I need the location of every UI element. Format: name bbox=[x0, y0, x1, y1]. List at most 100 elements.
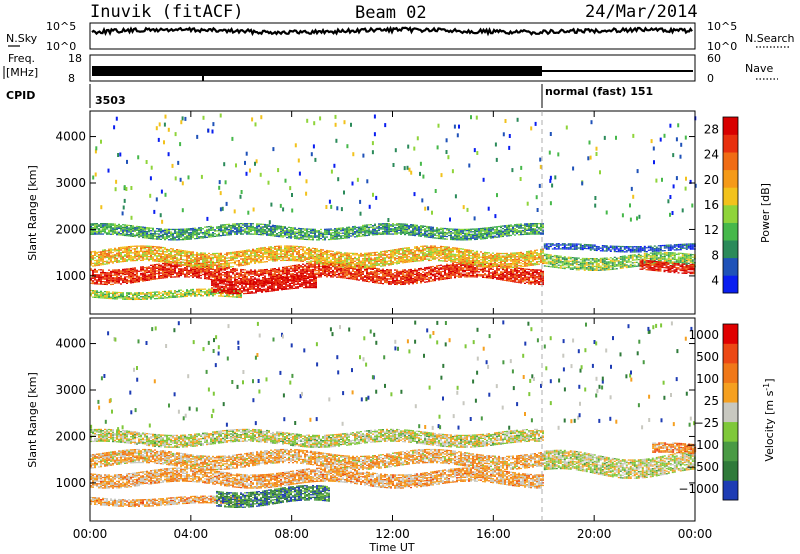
echo-cell bbox=[178, 262, 180, 264]
echo-cell bbox=[474, 260, 476, 263]
echo-cell bbox=[212, 271, 214, 273]
echo-cell bbox=[220, 231, 222, 233]
echo-cell bbox=[306, 267, 308, 269]
echo-cell bbox=[132, 278, 134, 280]
echo-cell bbox=[536, 270, 538, 272]
echo-cell bbox=[364, 252, 366, 254]
echo-cell bbox=[206, 263, 208, 265]
echo-cell bbox=[368, 256, 370, 258]
echo-cell bbox=[348, 265, 350, 267]
echo-cell bbox=[390, 260, 392, 262]
echo-cell bbox=[202, 271, 204, 273]
echo-cell bbox=[378, 256, 380, 258]
echo-cell bbox=[166, 270, 168, 272]
echo-cell bbox=[358, 265, 360, 268]
echo-cell bbox=[308, 251, 310, 253]
echo-cell bbox=[130, 252, 132, 254]
echo-cell bbox=[280, 276, 282, 278]
echo-cell bbox=[296, 272, 298, 274]
echo-cell bbox=[200, 262, 202, 264]
echo-cell bbox=[486, 277, 488, 279]
echo-cell bbox=[526, 273, 528, 276]
echo-cell bbox=[378, 252, 380, 255]
echo-cell bbox=[126, 247, 128, 249]
echo-cell bbox=[344, 274, 346, 276]
echo-cell bbox=[104, 224, 106, 226]
echo-cell bbox=[128, 251, 130, 253]
echo-cell bbox=[270, 275, 272, 277]
echo-cell bbox=[372, 272, 374, 274]
echo-cell bbox=[236, 272, 238, 274]
echo-cell bbox=[166, 231, 168, 233]
echo-cell bbox=[398, 251, 400, 253]
echo-cell bbox=[448, 277, 450, 279]
echo-cell bbox=[216, 267, 218, 269]
echo-cell bbox=[420, 276, 422, 279]
echo-cell bbox=[452, 264, 454, 266]
echo-cell bbox=[336, 271, 338, 273]
echo-cell bbox=[352, 267, 354, 269]
echo-cell bbox=[372, 273, 374, 276]
echo-cell bbox=[134, 252, 136, 254]
echo-cell bbox=[344, 277, 346, 279]
echo-cell bbox=[202, 233, 204, 235]
echo-cell bbox=[474, 253, 476, 255]
echo-cell bbox=[314, 267, 316, 269]
echo-cell bbox=[260, 250, 262, 252]
echo-cell bbox=[112, 261, 114, 263]
echo-cell bbox=[542, 273, 544, 275]
echo-cell bbox=[202, 256, 204, 258]
echo-cell bbox=[524, 257, 526, 260]
echo-cell bbox=[508, 254, 510, 256]
echo-cell bbox=[426, 245, 428, 247]
echo-cell bbox=[460, 263, 462, 265]
echo-cell bbox=[324, 261, 326, 263]
echo-cell bbox=[316, 263, 318, 265]
echo-cell bbox=[424, 272, 426, 274]
echo-cell bbox=[464, 256, 466, 258]
echo-cell bbox=[220, 225, 222, 228]
echo-cell bbox=[272, 253, 274, 256]
echo-cell bbox=[120, 258, 122, 260]
echo-cell bbox=[364, 255, 366, 257]
echo-cell bbox=[124, 279, 126, 281]
echo-cell bbox=[194, 268, 196, 271]
echo-cell bbox=[312, 265, 314, 267]
echo-cell bbox=[264, 276, 266, 279]
echo-cell bbox=[454, 248, 456, 250]
echo-cell bbox=[340, 273, 342, 275]
echo-cell bbox=[278, 257, 280, 259]
echo-cell bbox=[108, 277, 110, 279]
echo-cell bbox=[142, 273, 144, 276]
echo-cell bbox=[156, 251, 158, 253]
echo-cell bbox=[466, 265, 468, 268]
echo-cell bbox=[104, 283, 106, 285]
echo-cell bbox=[518, 279, 520, 281]
echo-cell bbox=[408, 247, 410, 249]
echo-cell bbox=[122, 280, 124, 282]
echo-cell bbox=[134, 259, 136, 262]
echo-cell bbox=[336, 260, 338, 262]
echo-cell bbox=[300, 274, 302, 276]
echo-cell bbox=[94, 228, 96, 230]
echo-cell bbox=[222, 230, 224, 233]
echo-cell bbox=[190, 252, 192, 254]
echo-cell bbox=[208, 256, 210, 258]
echo-cell bbox=[408, 270, 410, 272]
echo-cell bbox=[136, 246, 138, 249]
echo-cell bbox=[208, 264, 210, 266]
echo-cell bbox=[384, 276, 386, 278]
echo-cell bbox=[92, 271, 94, 273]
echo-cell bbox=[160, 234, 162, 237]
echo-cell bbox=[290, 248, 292, 250]
echo-cell bbox=[150, 250, 152, 253]
echo-cell bbox=[312, 263, 314, 265]
echo-cell bbox=[316, 258, 318, 260]
echo-cell bbox=[372, 281, 374, 283]
echo-cell bbox=[406, 253, 408, 255]
echo-cell bbox=[260, 247, 262, 249]
echo-cell bbox=[126, 235, 128, 237]
echo-cell bbox=[528, 252, 530, 254]
echo-cell bbox=[120, 234, 122, 236]
echo-cell bbox=[520, 253, 522, 255]
